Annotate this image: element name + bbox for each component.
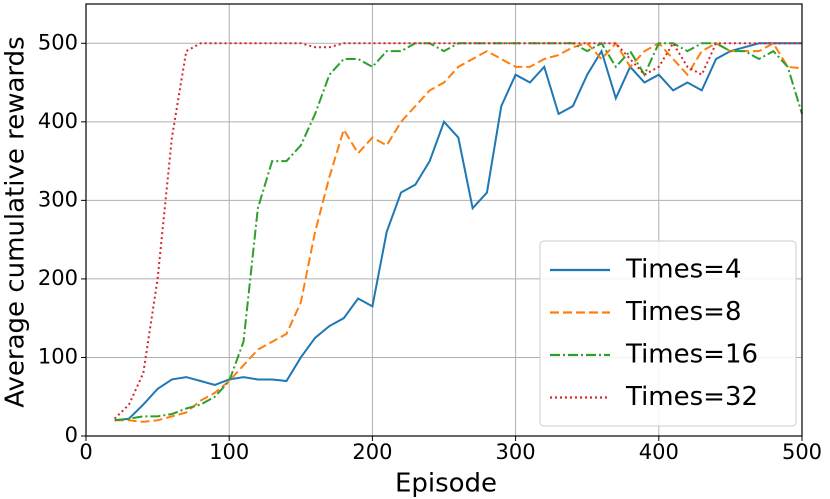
x-tick-label: 200 [352,440,392,464]
plot-frame [85,3,803,437]
y-tick-label: 100 [38,344,78,368]
legend-label: Times=4 [625,255,742,285]
x-tick-label: 400 [639,440,679,464]
legend-label: Times=32 [625,382,758,412]
y-tick-label: 200 [38,266,78,290]
x-tick-label: 0 [79,440,92,464]
x-tick-label: 500 [782,440,822,464]
y-tick-label: 500 [38,30,78,54]
series-line [114,41,803,422]
x-tick-label: 300 [496,440,536,464]
x-axis-label: Episode [395,469,497,499]
y-tick-label: 300 [38,187,78,211]
y-tick-label: 0 [65,423,78,447]
legend-label: Times=8 [625,297,742,327]
series-line [113,41,802,420]
legend-label: Times=16 [625,340,758,370]
series-line [114,41,803,423]
y-tick-label: 400 [38,109,78,133]
legend: Times=4 Times=8 Times=16 Times=32 [539,240,797,427]
legend-frame [539,240,797,427]
y-axis-label: Average cumulative rewards [1,36,31,407]
x-tick-label: 100 [209,440,249,464]
